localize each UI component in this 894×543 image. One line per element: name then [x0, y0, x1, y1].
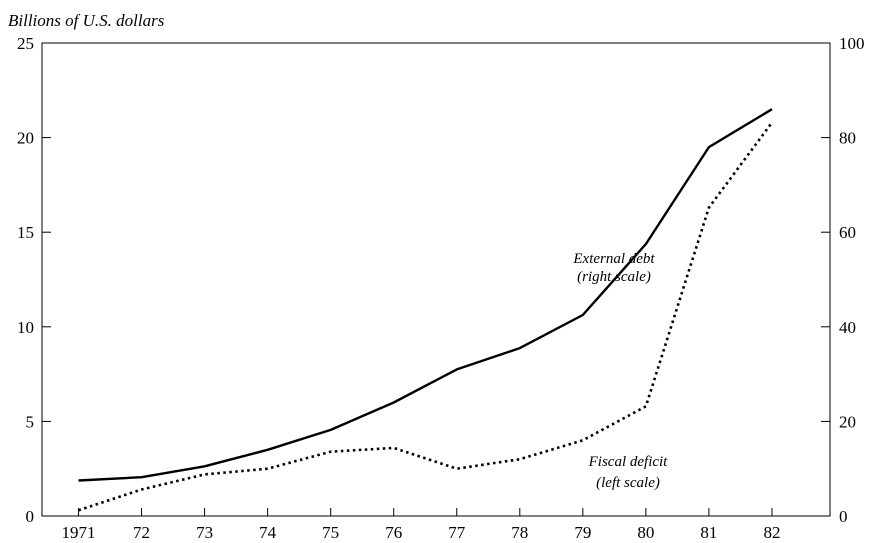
fiscal-deficit-label: Fiscal deficit [588, 454, 669, 470]
x-tick-label: 73 [196, 523, 213, 542]
x-tick-label: 77 [448, 523, 466, 542]
x-tick-label: 72 [133, 523, 150, 542]
right-tick-label: 0 [839, 507, 848, 526]
x-axis: 1971 72 73 74 75 76 77 78 79 80 81 82 [62, 508, 780, 542]
x-tick-label: 75 [322, 523, 339, 542]
right-y-axis: 0 20 40 60 80 100 [821, 34, 865, 526]
left-y-axis: 0 5 10 15 20 25 [17, 34, 51, 526]
left-tick-label: 0 [26, 507, 35, 526]
plot-frame [41, 42, 831, 517]
right-tick-label: 100 [839, 34, 865, 53]
x-tick-label: 1971 [62, 523, 96, 542]
x-tick-label: 74 [259, 523, 277, 542]
x-tick-label: 80 [637, 523, 654, 542]
external-debt-line [78, 108, 773, 482]
x-tick-label: 79 [574, 523, 591, 542]
right-tick-label: 20 [839, 412, 856, 431]
x-tick-label: 81 [700, 523, 717, 542]
fiscal-deficit-line [78, 121, 774, 512]
x-tick-label: 76 [385, 523, 402, 542]
left-tick-label: 5 [26, 412, 35, 431]
external-debt-scale-note: (right scale) [577, 269, 651, 285]
series-layer [78, 108, 774, 512]
fiscal-deficit-scale-note: (left scale) [596, 475, 660, 491]
left-tick-label: 10 [17, 318, 34, 337]
y-axis-unit-label: Billions of U.S. dollars [8, 11, 165, 30]
external-debt-label: External debt [572, 251, 655, 267]
right-tick-label: 40 [839, 318, 856, 337]
right-tick-label: 80 [839, 129, 856, 148]
left-tick-label: 15 [17, 223, 34, 242]
annotation-layer: External debt (right scale) Fiscal defic… [572, 251, 668, 491]
left-tick-label: 25 [17, 34, 34, 53]
left-tick-label: 20 [17, 129, 34, 148]
right-tick-label: 60 [839, 223, 856, 242]
x-tick-label: 78 [511, 523, 528, 542]
x-tick-label: 82 [763, 523, 780, 542]
